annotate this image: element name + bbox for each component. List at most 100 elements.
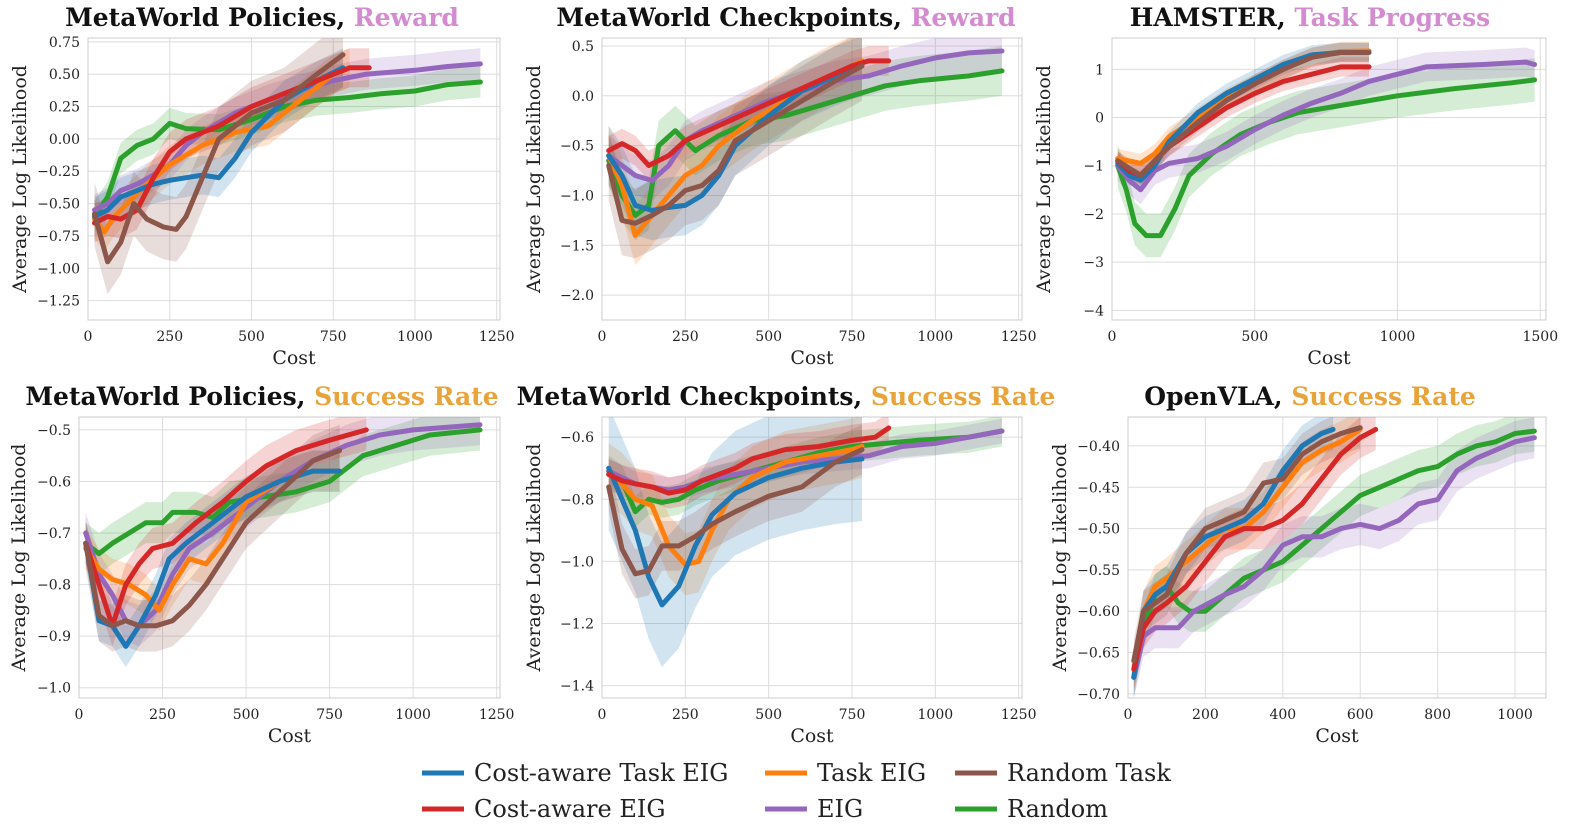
chart-title-main: MetaWorld Checkpoints, bbox=[517, 382, 871, 411]
legend-label: EIG bbox=[817, 795, 863, 823]
x-axis-label: Cost bbox=[790, 725, 834, 747]
x-tick-label: 750 bbox=[320, 329, 347, 345]
series-line-task-eig bbox=[1131, 426, 1363, 672]
chart-title-main: MetaWorld Policies, bbox=[25, 382, 314, 411]
series-group bbox=[606, 38, 1005, 266]
series-line-random-task bbox=[83, 448, 343, 629]
x-tick-label: 1000 bbox=[395, 707, 431, 723]
x-axis-label: Cost bbox=[1315, 725, 1359, 747]
series-line-random-task bbox=[606, 63, 865, 226]
series-line-random-task bbox=[1131, 425, 1363, 664]
y-tick-label: 0.00 bbox=[49, 132, 80, 148]
series-line-cost-aware-eig bbox=[83, 427, 369, 629]
x-tick-label: 800 bbox=[1424, 707, 1451, 723]
y-tick-label: −1.2 bbox=[560, 616, 594, 632]
band-cost-aware-eig bbox=[94, 48, 370, 243]
x-tick-label: 500 bbox=[233, 707, 260, 723]
y-axis-label: Average Log Likelihood bbox=[8, 444, 30, 673]
y-tick-label: −0.55 bbox=[1077, 563, 1120, 579]
x-tick-label: 0 bbox=[1124, 707, 1133, 723]
series-line-cost-aware-task-eig bbox=[92, 65, 346, 219]
band-cost-aware-task-eig bbox=[608, 417, 862, 667]
chart-title: HAMSTER, Task Progress bbox=[1130, 3, 1490, 32]
plot-frame bbox=[1111, 37, 1547, 321]
x-tick-label: 1250 bbox=[479, 707, 515, 723]
series-line-random-task bbox=[606, 447, 865, 577]
legend-item-task-eig: Task EIG bbox=[765, 759, 926, 787]
y-axis-label: Average Log Likelihood bbox=[523, 65, 545, 294]
y-tick-label: −0.25 bbox=[37, 164, 80, 180]
y-tick-label: 0.75 bbox=[49, 35, 80, 51]
band-cost-aware-task-eig bbox=[85, 450, 340, 668]
x-tick-label: 0 bbox=[598, 707, 607, 723]
series-line-task-eig bbox=[606, 444, 865, 567]
x-tick-label: 1250 bbox=[1001, 707, 1037, 723]
y-tick-label: −0.5 bbox=[37, 423, 71, 439]
chart-panel-4: 0 250 500 750 1000 1250 −0.5 −0.6 −0.7 −0.8 −0.9 −1… bbox=[8, 382, 514, 747]
chart-title-main: MetaWorld Policies, bbox=[65, 3, 354, 32]
x-tick-label: 400 bbox=[1269, 707, 1296, 723]
y-tick-label: −4 bbox=[1083, 303, 1104, 319]
series-group bbox=[1115, 41, 1538, 258]
legend-label: Cost-aware EIG bbox=[474, 795, 666, 823]
chart-title-metric: Reward bbox=[354, 3, 459, 32]
legend-item-cost-aware-eig: Cost-aware EIG bbox=[422, 795, 666, 823]
y-tick-label: 0.25 bbox=[49, 100, 80, 116]
legend-label: Task EIG bbox=[817, 759, 926, 787]
x-tick-label: 250 bbox=[156, 329, 183, 345]
x-tick-label: 600 bbox=[1347, 707, 1374, 723]
band-random bbox=[1133, 417, 1535, 698]
x-tick-label: 1000 bbox=[918, 707, 954, 723]
x-tick-label: 0 bbox=[75, 707, 84, 723]
chart-title: MetaWorld Policies, Success Rate bbox=[25, 382, 498, 411]
chart-title-main: HAMSTER, bbox=[1130, 3, 1295, 32]
x-tick-label: 250 bbox=[672, 329, 699, 345]
y-tick-label: −0.60 bbox=[1077, 604, 1120, 620]
x-tick-label: 1000 bbox=[397, 329, 433, 345]
legend-item-eig: EIG bbox=[765, 795, 863, 823]
legend-item-random: Random bbox=[955, 795, 1108, 823]
band-random bbox=[94, 66, 481, 232]
x-tick-label: 1250 bbox=[479, 329, 515, 345]
y-tick-label: −1.0 bbox=[560, 188, 594, 204]
chart-title: MetaWorld Policies, Reward bbox=[65, 3, 459, 32]
y-axis-label: Average Log Likelihood bbox=[9, 65, 31, 294]
series-line-random-task bbox=[1115, 50, 1372, 178]
series-line-cost-aware-eig bbox=[1131, 426, 1379, 672]
chart-panel-3: 0 500 1000 1500 1 0 −1 −2 −3 −4 Cost Average Log Li… bbox=[1033, 3, 1558, 369]
x-tick-label: 1500 bbox=[1522, 329, 1558, 345]
y-axis-label: Average Log Likelihood bbox=[1049, 444, 1071, 673]
x-tick-label: 750 bbox=[839, 329, 866, 345]
y-tick-label: −0.40 bbox=[1077, 439, 1120, 455]
y-tick-label: −3 bbox=[1083, 255, 1104, 271]
x-axis-label: Cost bbox=[268, 725, 312, 747]
series-line-eig bbox=[92, 61, 483, 213]
x-tick-label: 500 bbox=[755, 707, 782, 723]
series-line-cost-aware-eig bbox=[606, 58, 892, 168]
x-tick-label: 250 bbox=[672, 707, 699, 723]
x-tick-label: 500 bbox=[238, 329, 265, 345]
y-tick-label: 0.0 bbox=[572, 89, 594, 105]
y-tick-label: −0.50 bbox=[37, 197, 80, 213]
y-axis-label: Average Log Likelihood bbox=[523, 444, 545, 673]
series-line-eig bbox=[1115, 59, 1538, 193]
y-tick-label: −0.7 bbox=[37, 526, 71, 542]
plot-frame bbox=[601, 416, 1023, 699]
chart-title-metric: Success Rate bbox=[871, 382, 1055, 411]
chart-title-metric: Success Rate bbox=[314, 382, 498, 411]
y-tick-label: 0.5 bbox=[572, 39, 594, 55]
y-tick-label: −1.25 bbox=[37, 294, 80, 310]
y-tick-label: −1 bbox=[1083, 159, 1104, 175]
legend-item-cost-aware-task-eig: Cost-aware Task EIG bbox=[422, 759, 728, 787]
chart-title-metric: Task Progress bbox=[1294, 3, 1490, 32]
x-tick-label: 1000 bbox=[1497, 707, 1533, 723]
x-tick-label: 1250 bbox=[1001, 329, 1037, 345]
series-group bbox=[1131, 417, 1537, 698]
plot-frame bbox=[87, 37, 501, 321]
y-tick-label: −0.5 bbox=[560, 139, 594, 155]
x-tick-label: 250 bbox=[149, 707, 176, 723]
x-tick-label: 0 bbox=[1108, 329, 1117, 345]
series-line-cost-aware-eig bbox=[606, 425, 892, 496]
series-line-cost-aware-task-eig bbox=[606, 456, 865, 608]
series-line-cost-aware-eig bbox=[92, 65, 372, 226]
